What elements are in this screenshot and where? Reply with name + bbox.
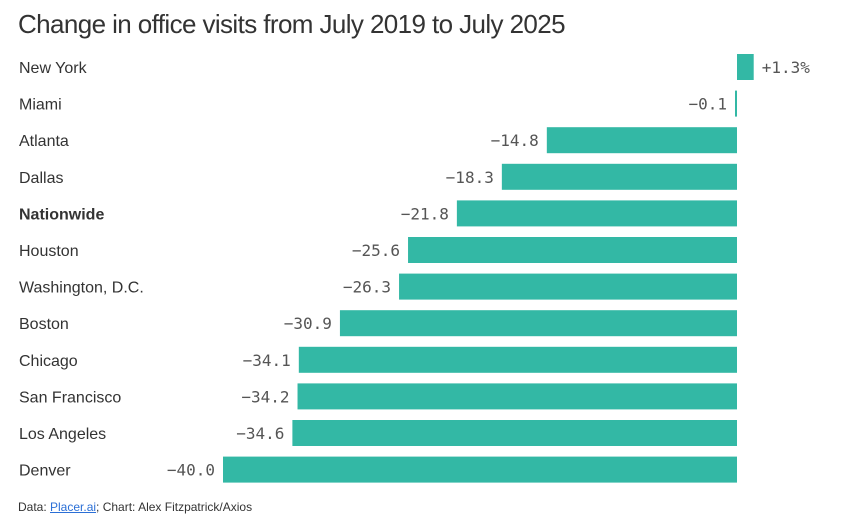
data-label: −34.6: [236, 424, 284, 443]
bar: [735, 90, 737, 117]
bar: [298, 346, 737, 373]
bar: [399, 273, 737, 300]
bar-row: Houston −25.6: [19, 237, 737, 263]
category-label: New York: [19, 60, 88, 77]
category-label: Denver: [19, 463, 71, 480]
bar-row: New York +1.3%: [19, 54, 810, 80]
category-label: Atlanta: [19, 133, 69, 150]
category-label: San Francisco: [19, 389, 121, 406]
category-label: Nationwide: [19, 206, 104, 223]
bar-row: Boston −30.9: [19, 310, 737, 337]
bar: [456, 200, 737, 227]
data-label: −0.1: [688, 95, 727, 114]
bar-row: Denver −40.0: [19, 456, 737, 483]
category-label: Boston: [19, 316, 69, 333]
bar-row: San Francisco −34.2: [19, 383, 737, 410]
data-label: −25.6: [352, 241, 400, 260]
footer-credit: ; Chart: Alex Fitzpatrick/Axios: [96, 500, 253, 514]
category-label: Miami: [19, 97, 62, 114]
data-label: −18.3: [446, 168, 494, 187]
category-label: Chicago: [19, 353, 78, 370]
bar: [501, 163, 737, 190]
bar: [408, 237, 737, 263]
category-label: Dallas: [19, 170, 63, 187]
bar-row: Atlanta −14.8: [19, 127, 737, 154]
bar: [292, 420, 737, 446]
data-label: −26.3: [343, 278, 391, 297]
bar: [339, 310, 737, 337]
category-label: Washington, D.C.: [19, 280, 144, 297]
category-label: Los Angeles: [19, 426, 106, 443]
bar: [223, 456, 737, 483]
data-label: −30.9: [284, 314, 332, 333]
data-label: −40.0: [167, 461, 215, 480]
bar-row: Miami −0.1: [19, 90, 737, 117]
chart-footer: Data: Placer.ai; Chart: Alex Fitzpatrick…: [18, 500, 252, 514]
bar-row: Dallas −18.3: [19, 163, 737, 190]
bar: [546, 127, 737, 154]
data-label: −34.1: [243, 351, 291, 370]
category-label: Houston: [19, 243, 79, 260]
data-label: +1.3%: [762, 58, 811, 77]
bar: [737, 54, 754, 80]
data-label: −14.8: [491, 131, 539, 150]
footer-data-prefix: Data:: [18, 500, 51, 514]
bar-row: Los Angeles −34.6: [19, 420, 737, 446]
chart-title: Change in office visits from July 2019 t…: [18, 9, 566, 39]
bar: [297, 383, 737, 410]
bar-row: Chicago −34.1: [19, 346, 737, 373]
bar-row: Washington, D.C. −26.3: [19, 273, 737, 300]
bar-row: Nationwide −21.8: [19, 200, 737, 227]
data-label: −21.8: [401, 204, 449, 223]
data-label: −34.2: [241, 387, 289, 406]
source-link[interactable]: Placer.ai: [50, 500, 97, 514]
